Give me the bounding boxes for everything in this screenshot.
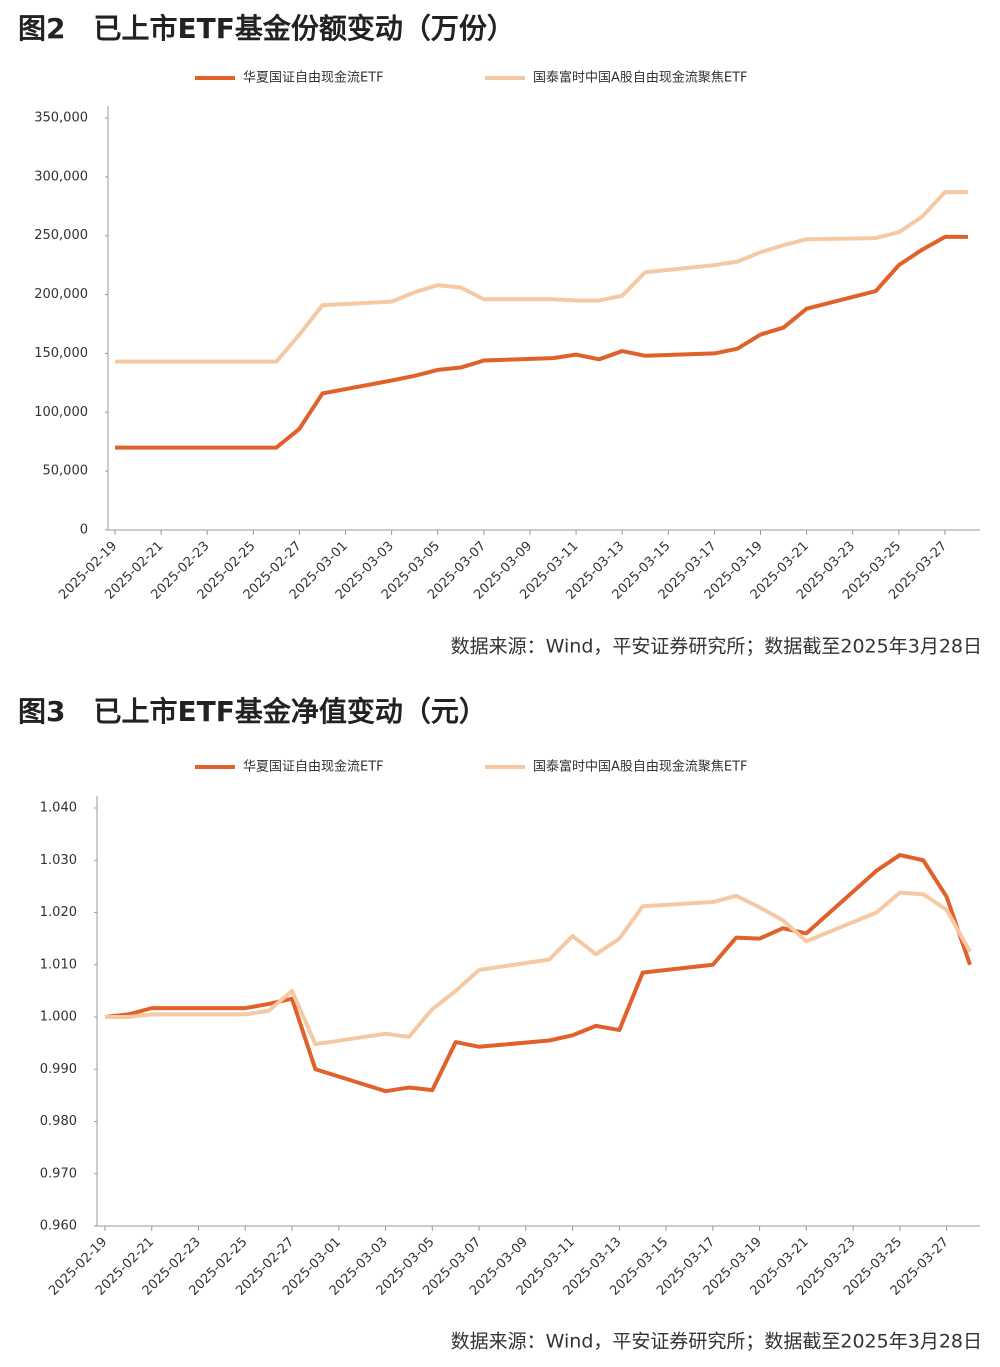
y-tick-label: 0.990 <box>40 1062 77 1077</box>
y-tick-label: 100,000 <box>34 405 88 420</box>
y-tick-label: 300,000 <box>34 169 88 184</box>
legend-label: 国泰富时中国A股自由现金流聚焦ETF <box>533 70 748 86</box>
y-tick-label: 1.030 <box>40 853 77 868</box>
y-tick-label: 150,000 <box>34 346 88 361</box>
y-tick-label: 1.040 <box>40 801 77 816</box>
series-line <box>105 890 972 1047</box>
series-line <box>104 853 972 1094</box>
y-tick-label: 1.010 <box>40 957 77 972</box>
y-tick-label: 0 <box>80 523 88 538</box>
y-tick-label: 0.960 <box>40 1219 77 1234</box>
y-tick-label: 50,000 <box>43 464 89 479</box>
series-line <box>115 190 968 364</box>
source-note: 数据来源：Wind，平安证券研究所；数据截至2025年3月28日 <box>451 1331 982 1353</box>
y-tick-label: 0.980 <box>40 1114 77 1129</box>
y-tick-label: 1.000 <box>40 1010 77 1025</box>
chart-title: 图2 已上市ETF基金份额变动（万份） <box>18 12 515 45</box>
legend-label: 华夏国证自由现金流ETF <box>243 759 384 775</box>
legend-label: 国泰富时中国A股自由现金流聚焦ETF <box>533 759 748 775</box>
y-tick-label: 0.970 <box>40 1166 77 1181</box>
legend-label: 华夏国证自由现金流ETF <box>243 70 384 86</box>
chart-title: 图3 已上市ETF基金净值变动（元） <box>18 695 487 728</box>
source-note: 数据来源：Wind，平安证券研究所；数据截至2025年3月28日 <box>451 636 982 658</box>
y-tick-label: 1.020 <box>40 905 77 920</box>
y-tick-label: 250,000 <box>34 228 88 243</box>
y-tick-label: 200,000 <box>34 287 88 302</box>
series-line <box>115 234 968 450</box>
y-tick-label: 350,000 <box>34 111 88 126</box>
